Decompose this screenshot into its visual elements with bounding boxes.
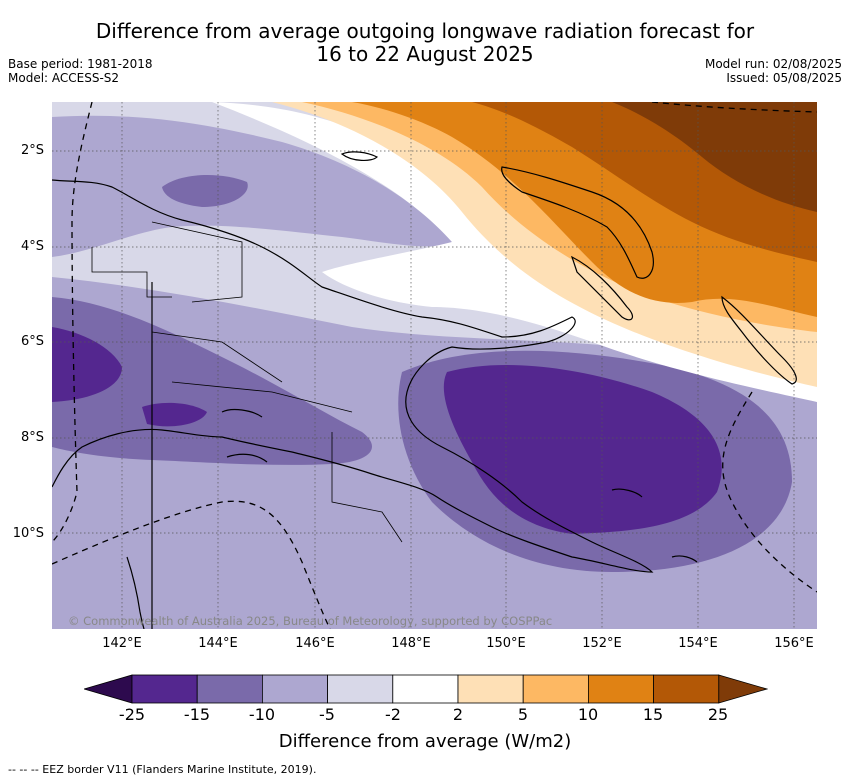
copyright-notice: © Commonwealth of Australia 2025, Bureau… <box>68 614 552 628</box>
colorbar-swatch <box>131 674 198 704</box>
cb-tick-6: 2 <box>452 705 464 724</box>
eez-borders <box>52 102 817 629</box>
colorbar-arrow-high <box>718 674 768 704</box>
colorbar-swatch <box>261 674 328 704</box>
cb-tick-7: 5 <box>517 705 529 724</box>
issued-date: Issued: 05/08/2025 <box>726 71 842 85</box>
cb-tick-10: 25 <box>707 705 729 724</box>
lon-label-148e: 148°E <box>391 636 431 651</box>
model-name: Model: ACCESS-S2 <box>8 71 120 85</box>
meta-left: Base period: 1981-2018 Model: ACCESS-S2 <box>8 57 153 85</box>
meta-right: Model run: 02/08/2025 Issued: 05/08/2025 <box>705 57 842 85</box>
colorbar-swatch <box>457 674 524 704</box>
fly-river-islands <box>221 408 268 463</box>
colorbar-swatch <box>196 674 263 704</box>
map-title: Difference from average outgoing longwav… <box>0 20 850 66</box>
cb-tick-4: -5 <box>319 705 335 724</box>
cb-tick-5: -2 <box>385 705 401 724</box>
cb-tick-8: 10 <box>577 705 599 724</box>
lat-label-10s: 10°S <box>12 526 44 541</box>
lat-label-2s: 2°S <box>20 143 44 158</box>
lon-label-146e: 146°E <box>295 636 335 651</box>
band-minus25-minus15-east <box>443 364 722 534</box>
lon-label-156e: 156°E <box>774 636 814 651</box>
band-minus15-minus10-south <box>52 297 372 465</box>
title-line-2: 16 to 22 August 2025 <box>316 42 534 66</box>
base-period: Base period: 1981-2018 <box>8 57 153 71</box>
band-over-plus25 <box>612 102 817 212</box>
manus-coast <box>340 151 379 161</box>
new-britain-coast <box>501 166 654 279</box>
band-minus25-minus15-central <box>142 402 207 427</box>
colorbar-swatch <box>327 674 394 704</box>
bougainville-coast <box>721 295 797 385</box>
lat-label-4s: 4°S <box>20 239 44 254</box>
model-run: Model run: 02/08/2025 <box>704 57 842 71</box>
new-ireland-coast <box>570 255 634 321</box>
lon-label-142e: 142°E <box>102 636 142 651</box>
colorbar-label: Difference from average (W/m2) <box>278 731 572 752</box>
graticule <box>52 102 817 629</box>
lon-label-144e: 144°E <box>198 636 238 651</box>
lon-label-150e: 150°E <box>486 636 526 651</box>
cb-tick-2: -15 <box>183 705 211 724</box>
lat-label-8s: 8°S <box>20 430 44 445</box>
cape-york-coast <box>126 556 145 629</box>
province-borders <box>91 221 403 543</box>
colorbar <box>84 674 768 704</box>
cb-tick-1: -25 <box>118 705 146 724</box>
colorbar-swatch <box>392 674 459 704</box>
lon-label-154e: 154°E <box>678 636 718 651</box>
lat-label-6s: 6°S <box>20 334 44 349</box>
louisiade-islands <box>611 488 698 563</box>
eez-footnote: -- -- -- EEZ border V11 (Flanders Marine… <box>8 763 317 776</box>
colorbar-swatch <box>587 674 654 704</box>
anomaly-map: © Commonwealth of Australia 2025, Bureau… <box>52 102 817 629</box>
band-minus15-minus10-north <box>162 175 248 207</box>
colorbar-swatch <box>522 674 589 704</box>
title-line-1: Difference from average outgoing longwav… <box>95 19 755 43</box>
colorbar-arrow-low <box>84 674 133 704</box>
band-minus25-minus15-west <box>52 327 122 402</box>
cb-tick-3: -10 <box>248 705 276 724</box>
cb-tick-9: 15 <box>642 705 664 724</box>
colorbar-swatch <box>653 674 720 704</box>
new-guinea-coast <box>52 179 654 573</box>
lon-label-152e: 152°E <box>582 636 622 651</box>
coastlines <box>52 151 797 629</box>
